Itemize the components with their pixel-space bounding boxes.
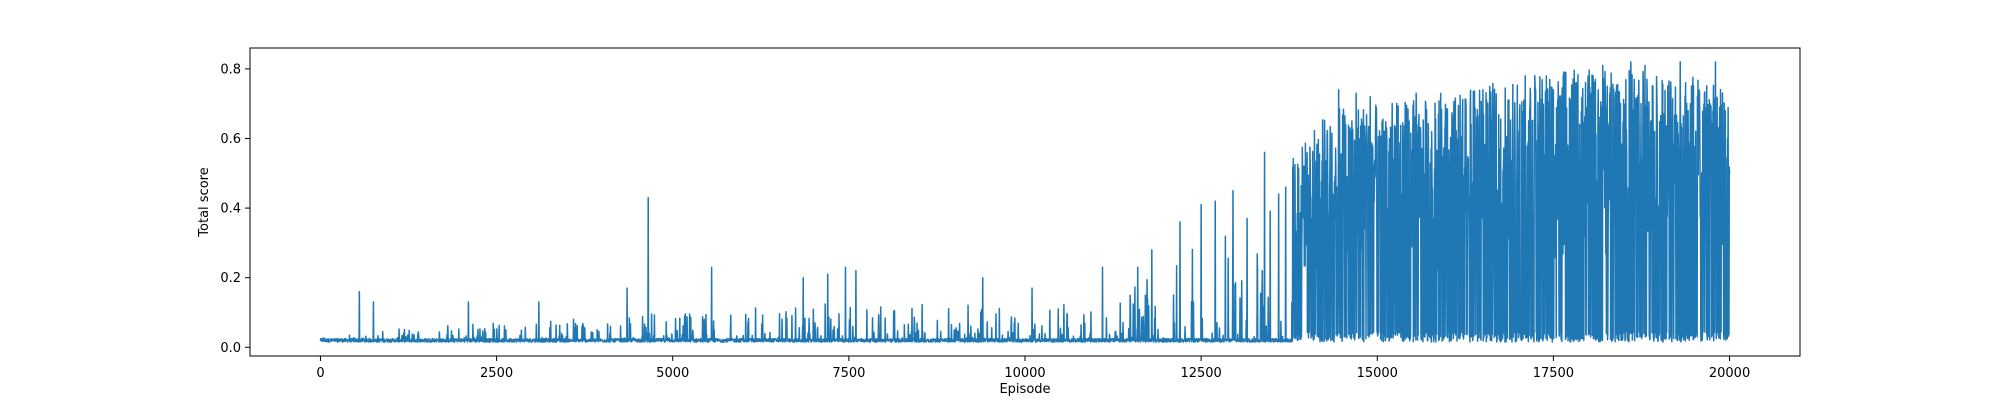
y-axis-ticks: 0.0 0.2 0.4 0.6 0.8 bbox=[220, 62, 250, 356]
x-tick-label: 17500 bbox=[1533, 366, 1574, 381]
x-tick-label: 15000 bbox=[1357, 366, 1398, 381]
x-tick-label: 5000 bbox=[656, 366, 689, 381]
y-tick-label: 0.6 bbox=[220, 132, 241, 147]
series-line-score bbox=[319, 61, 1731, 343]
x-axis-ticks: 0 2500 5000 7500 10000 12500 15000 17500 20000 bbox=[316, 356, 1750, 381]
y-axis-label: Total score bbox=[197, 167, 212, 237]
x-axis-label: Episode bbox=[999, 382, 1050, 397]
series-layer bbox=[319, 61, 1731, 343]
y-tick-label: 0.4 bbox=[220, 202, 241, 217]
x-tick-label: 0 bbox=[316, 366, 324, 381]
y-tick-label: 0.0 bbox=[220, 341, 241, 356]
y-tick-label: 0.8 bbox=[220, 62, 241, 77]
x-tick-label: 10000 bbox=[1004, 366, 1045, 381]
x-tick-label: 12500 bbox=[1180, 366, 1221, 381]
y-tick-label: 0.2 bbox=[220, 271, 241, 286]
x-tick-label: 2500 bbox=[480, 366, 513, 381]
x-tick-label: 20000 bbox=[1709, 366, 1750, 381]
x-tick-label: 7500 bbox=[832, 366, 865, 381]
